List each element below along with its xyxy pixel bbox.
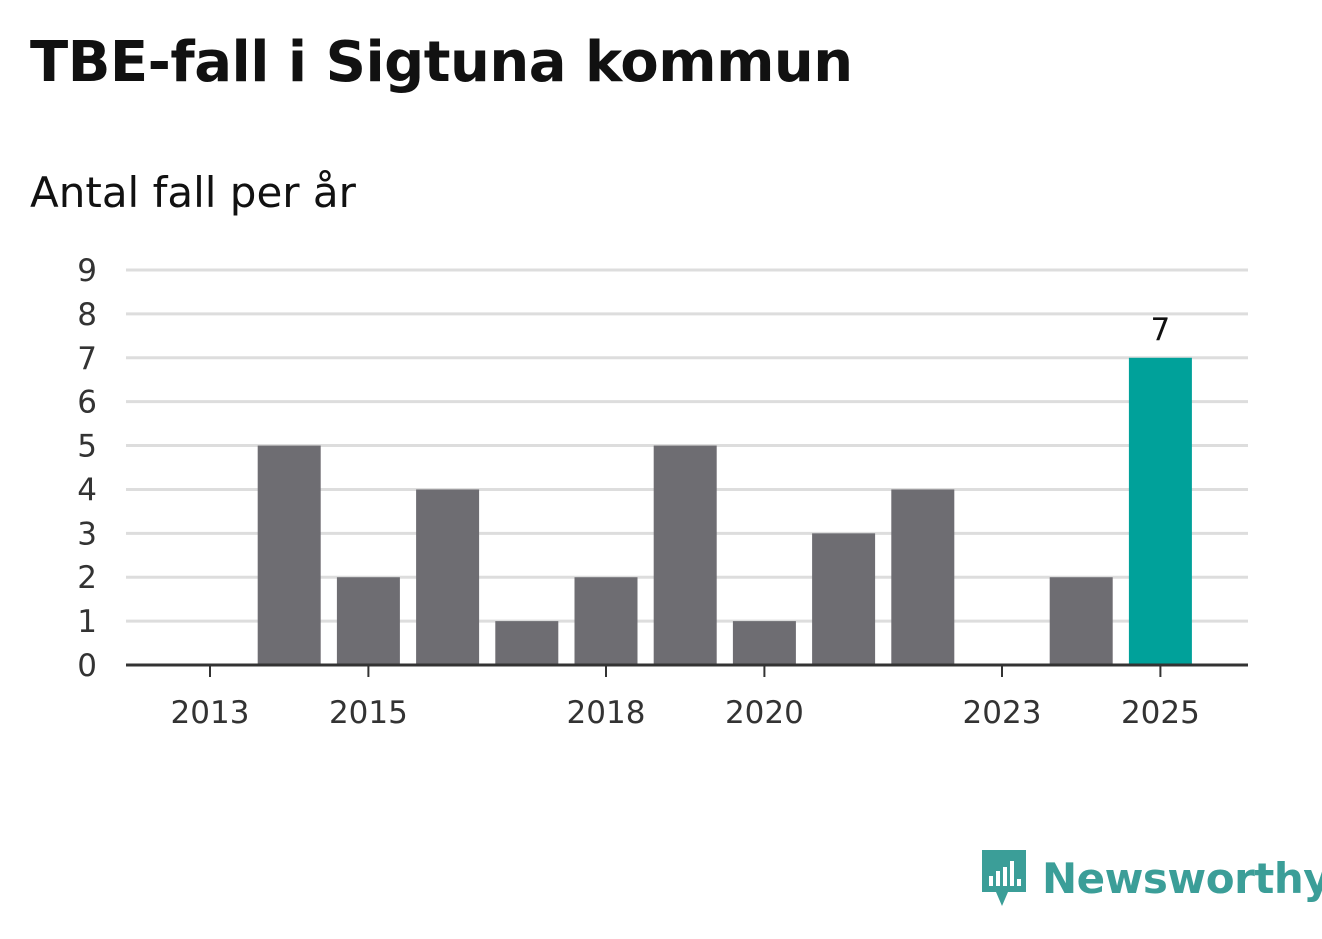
- bar-highlight: [1128, 357, 1192, 665]
- y-tick-label: 5: [77, 429, 97, 465]
- bar: [574, 577, 638, 665]
- bar: [1049, 577, 1113, 665]
- data-label: 7: [1151, 312, 1171, 348]
- chart-subtitle: Antal fall per år: [30, 168, 356, 217]
- bar: [495, 621, 559, 665]
- newsworthy-logo-icon: [982, 850, 1026, 906]
- y-tick-label: 4: [77, 472, 97, 508]
- bar: [891, 489, 955, 665]
- y-tick-label: 7: [77, 341, 97, 377]
- brand: Newsworthy: [978, 846, 1322, 910]
- bar: [257, 445, 321, 665]
- x-tick-label: 2023: [963, 695, 1042, 731]
- y-tick-label: 0: [77, 648, 97, 684]
- y-tick-label: 2: [77, 560, 97, 596]
- chart-title: TBE-fall i Sigtuna kommun: [30, 30, 853, 95]
- bar: [812, 533, 876, 665]
- bar: [653, 445, 717, 665]
- x-tick-label: 2015: [329, 695, 408, 731]
- bar: [732, 621, 796, 665]
- brand-name: Newsworthy: [1042, 853, 1322, 903]
- y-tick-label: 8: [77, 297, 97, 333]
- y-tick-label: 9: [77, 253, 97, 289]
- bar: [336, 577, 400, 665]
- x-tick-label: 2013: [171, 695, 250, 731]
- y-tick-label: 6: [77, 385, 97, 421]
- x-tick-label: 2020: [725, 695, 804, 731]
- y-tick-label: 3: [77, 516, 97, 552]
- y-tick-label: 1: [77, 604, 97, 640]
- bar: [416, 489, 480, 665]
- x-tick-label: 2025: [1121, 695, 1200, 731]
- x-tick-label: 2018: [567, 695, 646, 731]
